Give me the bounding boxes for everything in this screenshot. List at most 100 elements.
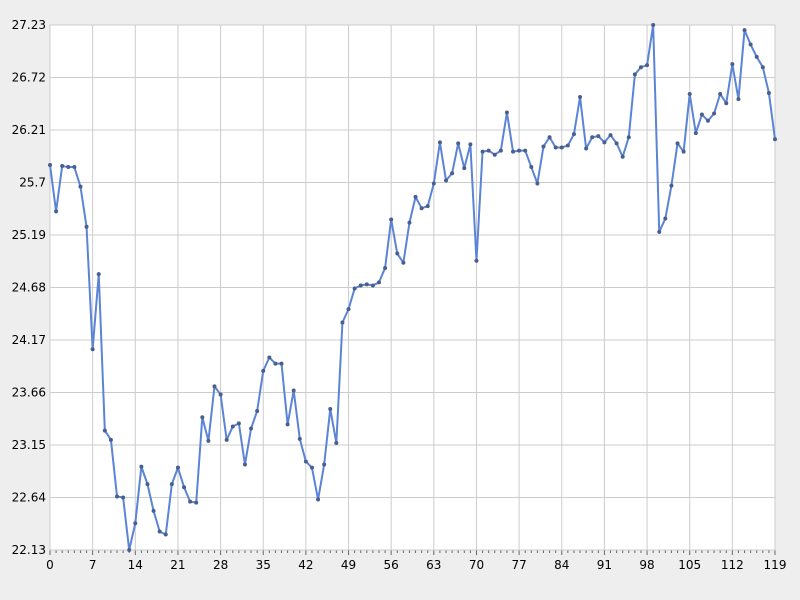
- data-point: [486, 148, 491, 153]
- data-point: [60, 164, 65, 169]
- data-point: [602, 140, 607, 145]
- data-point: [425, 204, 430, 209]
- data-point: [645, 63, 650, 68]
- data-point: [596, 134, 601, 139]
- data-point: [511, 149, 516, 154]
- data-point: [748, 42, 753, 47]
- data-point: [188, 499, 193, 504]
- x-tick-label: 28: [213, 558, 228, 572]
- data-point: [218, 392, 223, 397]
- x-tick-label: 105: [678, 558, 701, 572]
- data-point: [523, 148, 528, 153]
- data-point: [419, 206, 424, 211]
- data-point: [267, 355, 272, 360]
- data-point: [236, 421, 241, 426]
- data-point: [529, 165, 534, 170]
- data-point: [145, 482, 150, 487]
- data-point: [358, 283, 363, 288]
- data-point: [632, 72, 637, 77]
- data-point: [718, 91, 723, 96]
- data-point: [334, 440, 339, 445]
- data-point: [541, 144, 546, 149]
- y-tick-label: 26.21: [12, 123, 46, 137]
- data-point: [535, 181, 540, 186]
- x-axis-tick-labels: 0 7 14 21 28 35 42 49 56 63 70 77 84 91 98 105 112 119: [46, 558, 786, 572]
- x-tick-label: 49: [341, 558, 356, 572]
- data-point: [115, 494, 120, 499]
- data-point: [72, 165, 77, 170]
- data-point: [474, 258, 479, 263]
- data-point: [297, 436, 302, 441]
- data-point: [175, 465, 180, 470]
- data-point: [614, 141, 619, 146]
- data-point: [450, 171, 455, 176]
- y-tick-label: 25.7: [19, 176, 46, 190]
- y-tick-label: 22.64: [12, 491, 46, 505]
- data-point: [102, 428, 107, 433]
- data-point: [431, 181, 436, 186]
- x-tick-label: 84: [554, 558, 569, 572]
- data-point: [121, 495, 126, 500]
- plot-border: [49, 24, 776, 551]
- data-point: [364, 282, 369, 287]
- data-point: [249, 426, 254, 431]
- data-point: [712, 111, 717, 116]
- data-point: [626, 135, 631, 140]
- data-point: [133, 521, 138, 526]
- data-point: [492, 152, 497, 157]
- data-point: [108, 437, 113, 442]
- data-point: [760, 65, 765, 70]
- y-tick-label: 24.68: [12, 281, 46, 295]
- data-point: [194, 500, 199, 505]
- data-point: [559, 145, 564, 150]
- data-point: [444, 178, 449, 183]
- data-point: [468, 142, 473, 147]
- data-point: [705, 118, 710, 123]
- data-point: [261, 368, 266, 373]
- x-tick-label: 21: [170, 558, 185, 572]
- data-point: [687, 91, 692, 96]
- x-tick-label: 77: [511, 558, 526, 572]
- x-tick-label: 35: [256, 558, 271, 572]
- data-point: [303, 459, 308, 464]
- data-point: [200, 415, 205, 420]
- data-point: [395, 251, 400, 256]
- data-point: [517, 148, 522, 153]
- series-layer: [48, 23, 777, 552]
- data-point: [48, 163, 52, 167]
- data-point: [163, 532, 168, 537]
- data-point: [669, 183, 674, 188]
- y-tick-label: 23.66: [12, 386, 46, 400]
- data-point: [498, 148, 503, 153]
- data-point: [651, 23, 656, 27]
- data-point: [407, 220, 412, 225]
- data-point: [206, 438, 211, 443]
- y-tick-label: 27.23: [12, 18, 46, 32]
- x-tick-label: 63: [426, 558, 441, 572]
- data-point: [346, 307, 351, 312]
- data-point: [437, 140, 442, 145]
- x-tick-label: 56: [384, 558, 399, 572]
- data-point: [730, 62, 735, 67]
- data-point: [376, 280, 381, 285]
- data-point: [657, 229, 662, 234]
- data-point: [742, 28, 747, 33]
- y-tick-label: 25.19: [12, 228, 46, 242]
- data-point: [565, 143, 570, 148]
- y-axis-tick-labels: 22.13 22.64 23.15 23.66 24.17 24.68 25.19 25.7 2…: [12, 18, 46, 557]
- x-tick-label: 91: [597, 558, 612, 572]
- data-point: [620, 154, 625, 159]
- data-point: [389, 217, 394, 222]
- data-point: [638, 65, 643, 70]
- data-point: [151, 508, 156, 513]
- data-point: [553, 145, 558, 150]
- data-point: [285, 422, 290, 427]
- data-point: [66, 165, 71, 170]
- y-tick-label: 26.72: [12, 71, 46, 85]
- data-point: [255, 409, 260, 414]
- data-point: [273, 361, 278, 366]
- data-point: [584, 146, 589, 151]
- data-point: [571, 132, 576, 137]
- x-tick-label: 0: [46, 558, 54, 572]
